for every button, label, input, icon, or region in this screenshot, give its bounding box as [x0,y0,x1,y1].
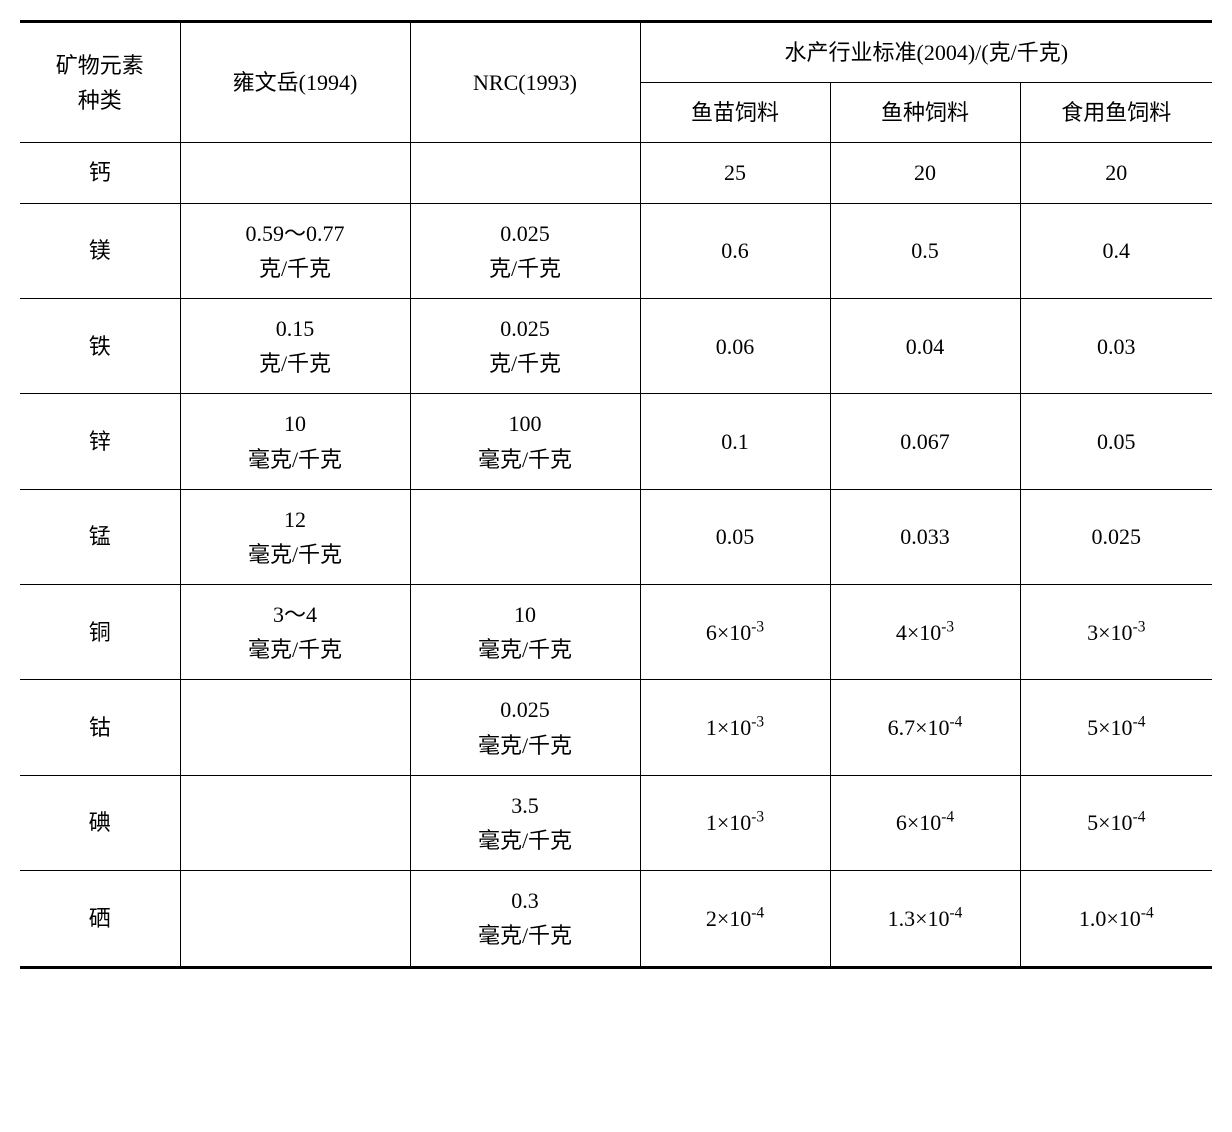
edible-cell: 3×10-3 [1020,585,1212,680]
fingerling-cell: 0.5 [830,203,1020,298]
fingerling-cell: 0.067 [830,394,1020,489]
header-yong-1994: 雍文岳(1994) [180,22,410,143]
header-fingerling-feed: 鱼种饲料 [830,83,1020,143]
edible-cell: 20 [1020,143,1212,203]
yong-cell [180,680,410,775]
yong-cell [180,143,410,203]
fingerling-cell: 4×10-3 [830,585,1020,680]
fingerling-cell: 6×10-4 [830,775,1020,870]
nrc-cell: 10 毫克/千克 [410,585,640,680]
nrc-cell: 100 毫克/千克 [410,394,640,489]
yong-cell [180,775,410,870]
element-cell: 铁 [20,298,180,393]
edible-cell: 0.4 [1020,203,1212,298]
header-fry-feed: 鱼苗饲料 [640,83,830,143]
edible-cell: 1.0×10-4 [1020,871,1212,967]
header-edible-fish-feed: 食用鱼饲料 [1020,83,1212,143]
table-header: 矿物元素 种类 雍文岳(1994) NRC(1993) 水产行业标准(2004)… [20,22,1212,143]
fry-cell: 25 [640,143,830,203]
edible-cell: 5×10-4 [1020,680,1212,775]
table-row: 碘 3.5 毫克/千克1×10-36×10-45×10-4 [20,775,1212,870]
nrc-cell: 0.025 克/千克 [410,298,640,393]
fingerling-cell: 6.7×10-4 [830,680,1020,775]
fry-cell: 6×10-3 [640,585,830,680]
table-row: 镁0.59～0.77 克/千克0.025 克/千克0.60.50.4 [20,203,1212,298]
nrc-cell: 0.025 克/千克 [410,203,640,298]
fingerling-cell: 0.033 [830,489,1020,584]
header-standard-2004: 水产行业标准(2004)/(克/千克) [640,22,1212,83]
fry-cell: 0.6 [640,203,830,298]
table-row: 锌10 毫克/千克100 毫克/千克0.10.0670.05 [20,394,1212,489]
yong-cell: 0.15 克/千克 [180,298,410,393]
element-cell: 锌 [20,394,180,489]
fry-cell: 0.05 [640,489,830,584]
yong-cell: 0.59～0.77 克/千克 [180,203,410,298]
edible-cell: 5×10-4 [1020,775,1212,870]
yong-cell: 10 毫克/千克 [180,394,410,489]
yong-cell [180,871,410,967]
edible-cell: 0.05 [1020,394,1212,489]
table-row: 铜3～4 毫克/千克10 毫克/千克6×10-34×10-33×10-3 [20,585,1212,680]
table-row: 硒 0.3 毫克/千克2×10-41.3×10-41.0×10-4 [20,871,1212,967]
mineral-elements-table: 矿物元素 种类 雍文岳(1994) NRC(1993) 水产行业标准(2004)… [20,20,1212,969]
fingerling-cell: 20 [830,143,1020,203]
nrc-cell: 0.025 毫克/千克 [410,680,640,775]
header-nrc-1993: NRC(1993) [410,22,640,143]
fingerling-cell: 0.04 [830,298,1020,393]
element-cell: 钙 [20,143,180,203]
fingerling-cell: 1.3×10-4 [830,871,1020,967]
element-cell: 铜 [20,585,180,680]
table-row: 锰12 毫克/千克 0.050.0330.025 [20,489,1212,584]
fry-cell: 1×10-3 [640,680,830,775]
table-row: 铁0.15 克/千克0.025 克/千克0.060.040.03 [20,298,1212,393]
nrc-cell [410,143,640,203]
element-cell: 硒 [20,871,180,967]
yong-cell: 12 毫克/千克 [180,489,410,584]
nrc-cell: 3.5 毫克/千克 [410,775,640,870]
element-cell: 钴 [20,680,180,775]
nrc-cell [410,489,640,584]
table-row: 钴 0.025 毫克/千克1×10-36.7×10-45×10-4 [20,680,1212,775]
yong-cell: 3～4 毫克/千克 [180,585,410,680]
edible-cell: 0.025 [1020,489,1212,584]
nrc-cell: 0.3 毫克/千克 [410,871,640,967]
fry-cell: 0.06 [640,298,830,393]
edible-cell: 0.03 [1020,298,1212,393]
header-element-type: 矿物元素 种类 [20,22,180,143]
fry-cell: 0.1 [640,394,830,489]
element-cell: 镁 [20,203,180,298]
element-cell: 碘 [20,775,180,870]
table-body: 钙252020镁0.59～0.77 克/千克0.025 克/千克0.60.50.… [20,143,1212,967]
table-row: 钙252020 [20,143,1212,203]
fry-cell: 2×10-4 [640,871,830,967]
fry-cell: 1×10-3 [640,775,830,870]
element-cell: 锰 [20,489,180,584]
